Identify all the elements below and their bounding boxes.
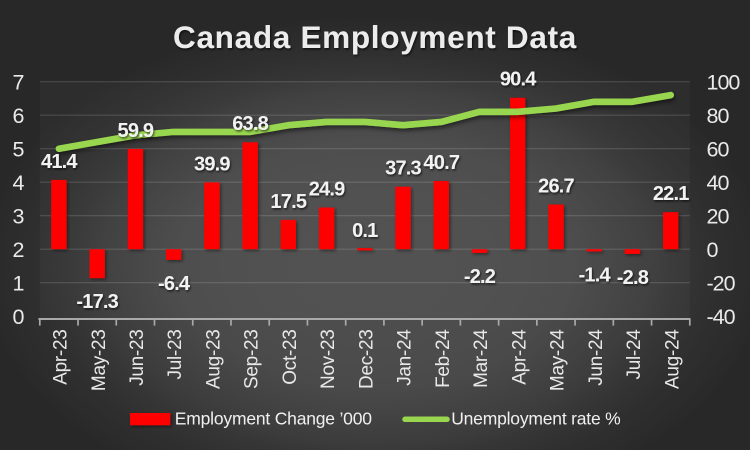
svg-text:Sep-23: Sep-23 bbox=[242, 330, 263, 389]
svg-text:90.4: 90.4 bbox=[500, 69, 537, 91]
svg-text:0.1: 0.1 bbox=[352, 220, 378, 242]
svg-text:7: 7 bbox=[13, 71, 24, 95]
svg-text:Jun-23: Jun-23 bbox=[127, 330, 148, 386]
svg-text:-2.2: -2.2 bbox=[464, 266, 496, 288]
svg-text:Mar-24: Mar-24 bbox=[471, 329, 492, 388]
svg-text:-2.8: -2.8 bbox=[617, 267, 649, 289]
svg-text:-20: -20 bbox=[707, 272, 736, 296]
svg-text:17.5: 17.5 bbox=[270, 191, 306, 213]
svg-text:Jun-24: Jun-24 bbox=[586, 329, 607, 386]
svg-text:39.9: 39.9 bbox=[194, 153, 230, 175]
svg-text:-6.4: -6.4 bbox=[158, 273, 191, 295]
svg-text:May-24: May-24 bbox=[548, 329, 569, 391]
svg-text:-40: -40 bbox=[707, 305, 736, 329]
svg-text:40: 40 bbox=[707, 171, 730, 195]
svg-text:Dec-23: Dec-23 bbox=[356, 330, 377, 389]
svg-text:5: 5 bbox=[13, 138, 25, 162]
svg-text:Apr-23: Apr-23 bbox=[51, 330, 72, 385]
svg-text:37.3: 37.3 bbox=[385, 158, 421, 180]
svg-text:Employment Change ’000: Employment Change ’000 bbox=[175, 409, 372, 429]
svg-text:1: 1 bbox=[13, 272, 24, 296]
svg-text:59.9: 59.9 bbox=[118, 120, 154, 142]
svg-text:Canada Employment Data: Canada Employment Data bbox=[173, 19, 577, 55]
svg-text:2: 2 bbox=[13, 238, 24, 262]
svg-text:Jul-24: Jul-24 bbox=[624, 329, 645, 380]
svg-text:Jan-24: Jan-24 bbox=[395, 329, 416, 386]
svg-text:22.1: 22.1 bbox=[653, 183, 689, 205]
svg-text:Feb-24: Feb-24 bbox=[433, 329, 454, 388]
svg-text:80: 80 bbox=[707, 104, 730, 128]
svg-text:24.9: 24.9 bbox=[309, 178, 345, 200]
svg-text:6: 6 bbox=[13, 104, 25, 128]
svg-text:Oct-23: Oct-23 bbox=[280, 330, 301, 385]
svg-text:3: 3 bbox=[13, 205, 25, 229]
svg-text:Apr-24: Apr-24 bbox=[509, 329, 530, 385]
svg-text:100: 100 bbox=[707, 71, 741, 95]
svg-text:26.7: 26.7 bbox=[538, 175, 574, 197]
svg-text:Aug-24: Aug-24 bbox=[662, 329, 683, 389]
svg-text:0: 0 bbox=[707, 238, 719, 262]
svg-text:Unemployment rate %: Unemployment rate % bbox=[451, 409, 620, 429]
svg-text:Jul-23: Jul-23 bbox=[165, 330, 186, 380]
svg-text:May-23: May-23 bbox=[89, 330, 110, 392]
svg-text:63.8: 63.8 bbox=[232, 113, 268, 135]
svg-text:-1.4: -1.4 bbox=[579, 264, 612, 286]
svg-text:-17.3: -17.3 bbox=[76, 291, 118, 313]
svg-text:Nov-23: Nov-23 bbox=[318, 330, 339, 389]
svg-text:60: 60 bbox=[707, 138, 730, 162]
svg-text:40.7: 40.7 bbox=[423, 152, 459, 174]
svg-text:20: 20 bbox=[707, 205, 730, 229]
svg-text:Aug-23: Aug-23 bbox=[204, 330, 225, 389]
svg-text:4: 4 bbox=[13, 171, 25, 195]
svg-text:0: 0 bbox=[13, 305, 25, 329]
svg-text:41.4: 41.4 bbox=[41, 151, 78, 173]
